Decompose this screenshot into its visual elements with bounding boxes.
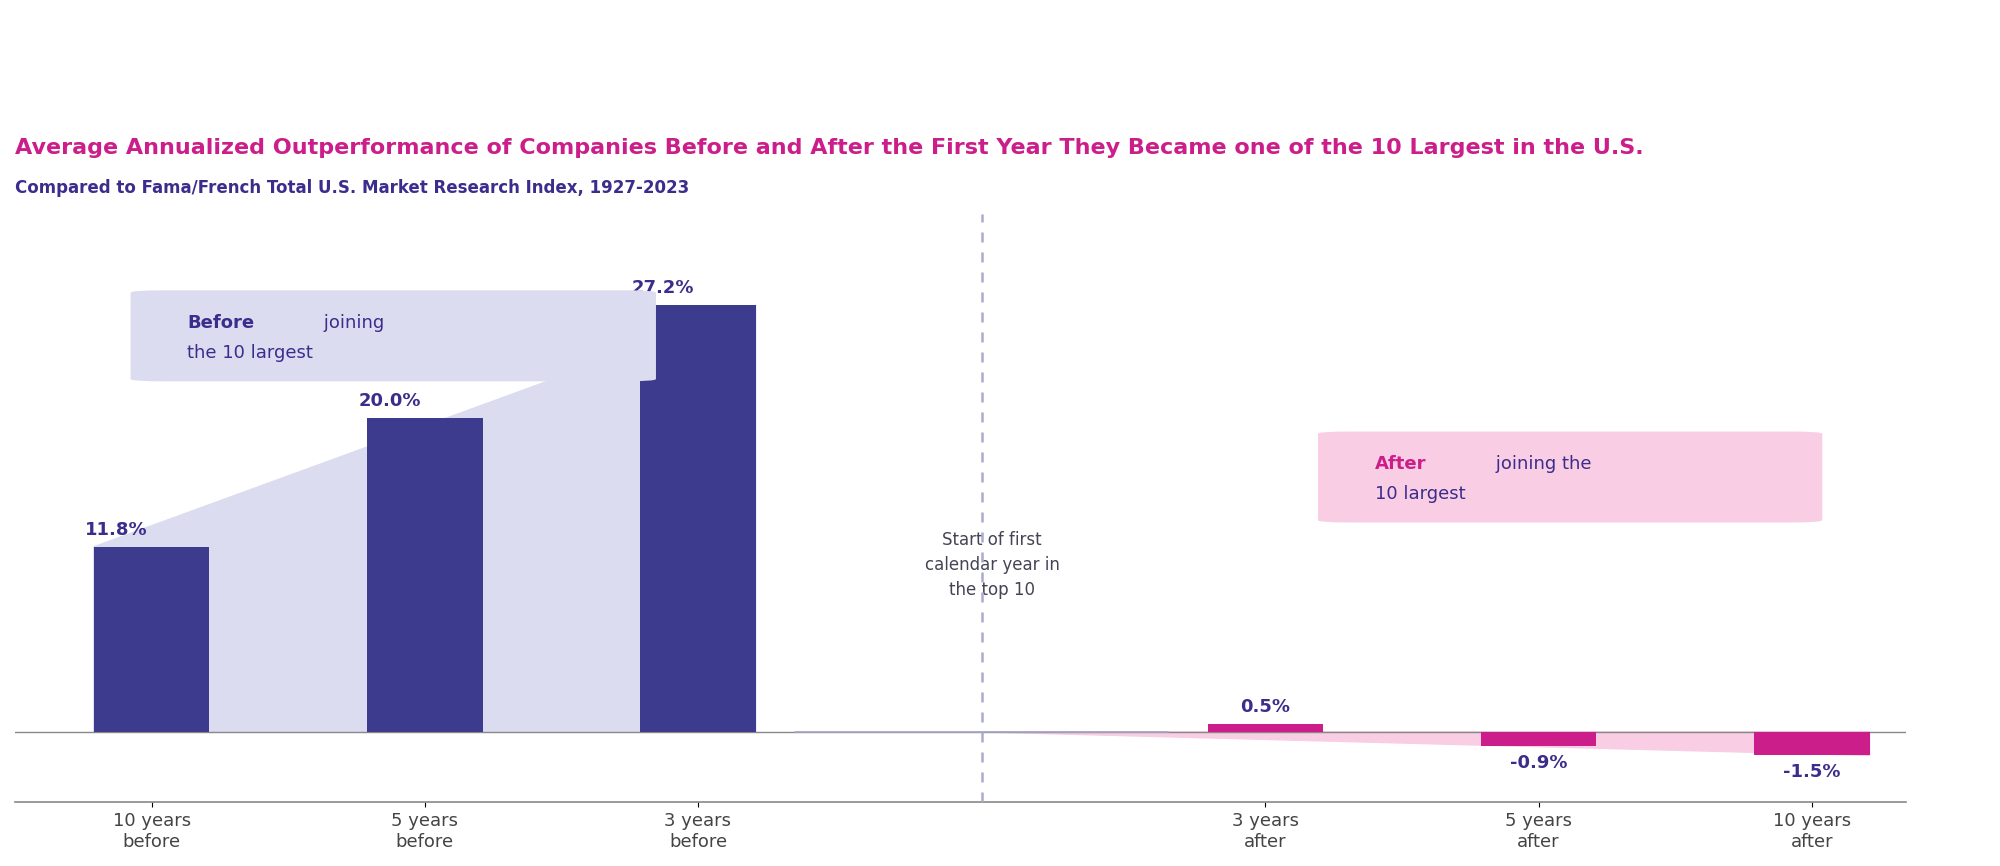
Bar — [94, 546, 210, 732]
Text: the 10 largest: the 10 largest — [188, 344, 314, 362]
Text: 10 largest: 10 largest — [1374, 485, 1466, 503]
Text: 0.5%: 0.5% — [1240, 698, 1290, 716]
Bar — [1208, 724, 1324, 732]
Text: 20.0%: 20.0% — [358, 392, 422, 410]
FancyBboxPatch shape — [1318, 431, 1822, 522]
Text: Start of first
calendar year in
the top 10: Start of first calendar year in the top … — [924, 531, 1060, 598]
Text: Average Annualized Outperformance of Companies Before and After the First Year T: Average Annualized Outperformance of Com… — [16, 138, 1644, 158]
Polygon shape — [982, 732, 1870, 755]
Text: After: After — [1374, 455, 1426, 473]
FancyBboxPatch shape — [130, 290, 656, 381]
Bar — [368, 418, 482, 732]
Text: 11.8%: 11.8% — [86, 521, 148, 539]
Polygon shape — [94, 305, 756, 732]
Text: -0.9%: -0.9% — [1510, 753, 1568, 772]
Text: -1.5%: -1.5% — [1784, 763, 1840, 781]
Bar — [640, 305, 756, 732]
Bar — [1754, 732, 1870, 755]
Text: joining: joining — [318, 313, 384, 332]
Text: joining the: joining the — [1490, 455, 1592, 473]
Text: Compared to Fama/French Total U.S. Market Research Index, 1927-2023: Compared to Fama/French Total U.S. Marke… — [16, 179, 690, 197]
Text: 27.2%: 27.2% — [632, 280, 694, 297]
Bar — [1480, 732, 1596, 746]
Text: Before: Before — [188, 313, 254, 332]
